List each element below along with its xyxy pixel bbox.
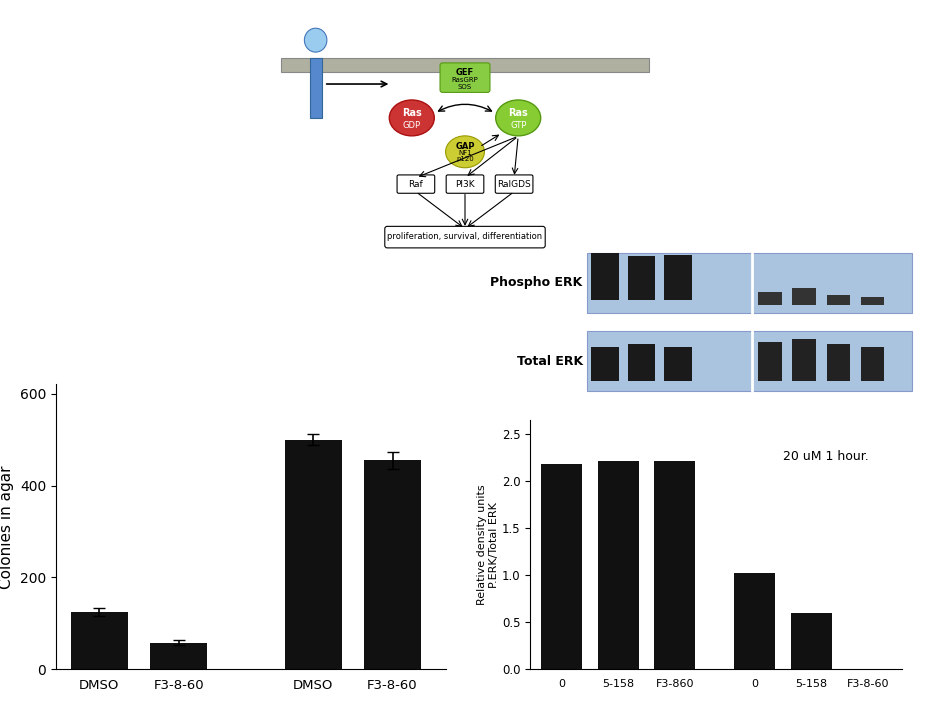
Bar [541, 464, 582, 669]
Text: Raf: Raf [408, 179, 423, 189]
FancyBboxPatch shape [587, 331, 912, 391]
FancyBboxPatch shape [446, 175, 484, 193]
Text: Total ERK: Total ERK [516, 355, 583, 367]
FancyBboxPatch shape [587, 253, 912, 313]
Text: 20 uM 1 hour.: 20 uM 1 hour. [783, 450, 869, 463]
Text: p120: p120 [456, 156, 474, 162]
Ellipse shape [496, 100, 540, 136]
FancyBboxPatch shape [664, 255, 692, 300]
Text: RalGDS: RalGDS [498, 179, 531, 189]
Text: proliferation, survival, differentiation: proliferation, survival, differentiation [388, 232, 542, 241]
Bar [790, 613, 831, 669]
FancyBboxPatch shape [792, 288, 816, 305]
Text: GDP: GDP [403, 120, 421, 130]
Text: NF1: NF1 [458, 150, 472, 156]
FancyBboxPatch shape [281, 58, 649, 72]
Text: PI3K: PI3K [455, 179, 475, 189]
Ellipse shape [390, 100, 434, 136]
Text: Ras: Ras [402, 108, 421, 118]
FancyBboxPatch shape [628, 344, 656, 382]
Text: RasGRP: RasGRP [452, 77, 478, 83]
Bar [734, 573, 775, 669]
Text: GAP: GAP [456, 142, 474, 151]
FancyBboxPatch shape [758, 292, 781, 305]
Text: Phospho ERK: Phospho ERK [490, 276, 583, 289]
FancyBboxPatch shape [664, 347, 692, 382]
Bar [71, 612, 128, 669]
FancyBboxPatch shape [758, 342, 781, 382]
FancyBboxPatch shape [385, 226, 545, 248]
FancyBboxPatch shape [310, 58, 322, 118]
FancyBboxPatch shape [861, 347, 884, 382]
FancyBboxPatch shape [397, 175, 434, 193]
FancyBboxPatch shape [792, 339, 816, 382]
Bar [150, 643, 207, 669]
Ellipse shape [445, 136, 485, 168]
Bar [598, 461, 639, 669]
Text: Ras: Ras [509, 108, 528, 118]
FancyBboxPatch shape [496, 175, 533, 193]
Text: SOS: SOS [458, 84, 472, 90]
Text: GTP: GTP [510, 120, 526, 130]
Y-axis label: Relative density units
P.ERK/Total ERK: Relative density units P.ERK/Total ERK [477, 484, 499, 605]
FancyBboxPatch shape [628, 256, 656, 300]
FancyBboxPatch shape [861, 297, 884, 305]
Bar [655, 461, 696, 669]
FancyBboxPatch shape [827, 344, 850, 382]
FancyBboxPatch shape [591, 347, 619, 382]
Bar [364, 460, 421, 669]
Y-axis label: Colonies in agar: Colonies in agar [0, 465, 14, 589]
FancyBboxPatch shape [440, 63, 490, 93]
FancyBboxPatch shape [827, 295, 850, 305]
FancyBboxPatch shape [591, 253, 619, 300]
Ellipse shape [304, 28, 327, 52]
Text: GEF: GEF [456, 68, 474, 78]
Bar [285, 439, 342, 669]
